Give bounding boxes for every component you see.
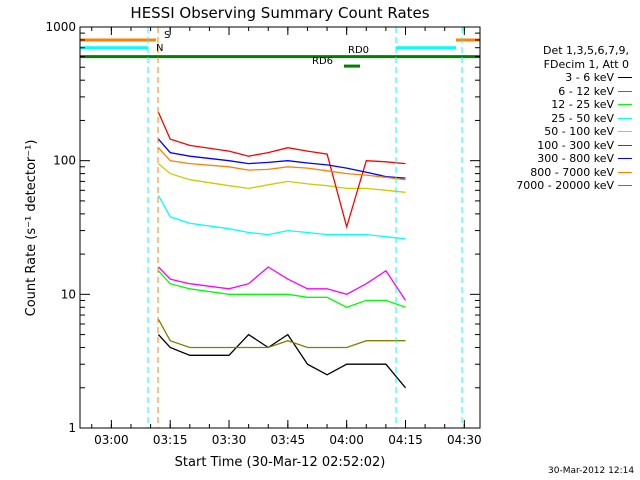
legend-item-label: 25 - 50 keV	[551, 111, 614, 125]
series-line-25-50-kev	[157, 195, 406, 240]
x-tick-label: 03:45	[271, 433, 306, 447]
legend-item-label: 7000 - 20000 keV	[516, 179, 614, 192]
annotation-n: N	[156, 43, 163, 54]
legend-item: 50 - 100 keV	[486, 125, 632, 139]
legend-item-label: 3 - 6 keV	[565, 71, 614, 84]
timestamp: 30-Mar-2012 12:14	[548, 466, 635, 476]
series-line-300-800-kev	[157, 138, 406, 179]
legend-swatch	[618, 158, 632, 160]
legend-swatch	[618, 77, 632, 79]
x-axis-label: Start Time (30-Mar-12 02:52:02)	[175, 455, 386, 470]
legend-item: 800 - 7000 keV	[486, 166, 632, 180]
legend-item: 7000 - 20000 keV	[486, 179, 632, 193]
y-tick-label: 1000	[45, 20, 76, 34]
y-tick-label: 10	[61, 287, 76, 301]
x-tick-label: 03:00	[94, 433, 129, 447]
plot-frame	[79, 26, 481, 429]
legend-item: 25 - 50 keV	[486, 112, 632, 126]
x-tick-label: 03:15	[153, 433, 188, 447]
legend-item-label: 100 - 300 keV	[537, 138, 614, 152]
legend-item-label: 12 - 25 keV	[551, 98, 614, 111]
series-line-6-12-kev	[157, 266, 407, 301]
legend-swatch	[618, 171, 632, 173]
legend-item: 6 - 12 keV	[486, 85, 632, 99]
legend-item-label: 300 - 800 keV	[537, 152, 614, 165]
legend-detector-line: Det 1,3,5,6,7,9,	[542, 44, 629, 57]
legend-item: 100 - 300 keV	[486, 139, 632, 153]
x-tick-label: 04:30	[447, 433, 482, 447]
series-line-100-300-kev	[157, 112, 406, 230]
chart-title: HESSI Observing Summary Count Rates	[130, 4, 429, 22]
series-line-12-25-kev	[157, 270, 406, 309]
legend-decim-line: FDecim 1, Att 0	[543, 57, 629, 71]
series-line-800-7000-kev	[157, 147, 406, 181]
annotation-rd0: RD0	[348, 45, 369, 56]
legend-swatch	[618, 117, 632, 119]
y-tick-label: 100	[53, 154, 76, 168]
annotation-rd6: RD6	[312, 56, 333, 67]
legend-item: 12 - 25 keV	[486, 98, 632, 112]
legend-item: 3 - 6 keV	[486, 71, 632, 85]
legend-item-label: 6 - 12 keV	[558, 84, 614, 98]
legend-swatch	[618, 131, 632, 133]
legend-item-label: 50 - 100 keV	[544, 125, 614, 138]
series-line-3-6-kev	[157, 333, 407, 389]
series-line-50-100-kev	[157, 163, 406, 193]
series-line-7000-20000-kev	[157, 318, 406, 349]
y-axis-label: Count Rate (s⁻¹ detector⁻¹)	[24, 140, 39, 317]
legend-swatch	[618, 104, 632, 106]
annotation-s: S	[164, 30, 170, 41]
x-tick-label: 03:30	[212, 433, 247, 447]
legend-swatch	[618, 185, 632, 187]
legend-swatch	[618, 90, 632, 92]
legend: Det 1,3,5,6,7,9, FDecim 1, Att 0 3 - 6 k…	[486, 44, 632, 193]
legend-swatch	[618, 144, 632, 146]
x-tick-label: 04:00	[329, 433, 364, 447]
x-tick-label: 04:15	[388, 433, 423, 447]
y-tick-label: 1	[68, 421, 76, 435]
legend-item: 300 - 800 keV	[486, 152, 632, 166]
legend-item-label: 800 - 7000 keV	[530, 165, 614, 179]
